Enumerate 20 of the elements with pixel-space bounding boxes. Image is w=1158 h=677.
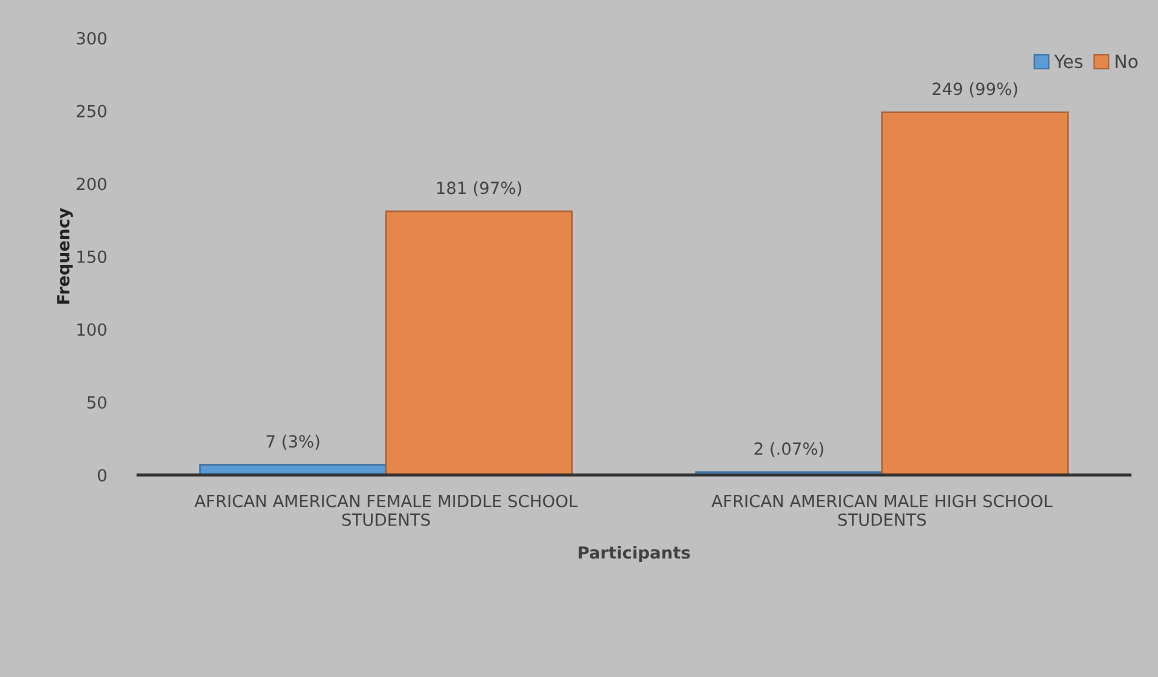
y-axis-title: Frequency: [57, 208, 73, 304]
y-tick-label: 200: [76, 177, 107, 191]
bar: [199, 463, 387, 475]
legend-label: No: [1115, 54, 1138, 69]
x-tick-label: AFRICAN AMERICAN FEMALE MIDDLE SCHOOL STUDENTS: [194, 494, 578, 527]
bar: [881, 111, 1069, 475]
x-tick-label: AFRICAN AMERICAN MALE HIGH SCHOOL STUDENTS: [711, 494, 1053, 527]
legend-label: Yes: [1054, 54, 1083, 69]
data-label: 2 (.07%): [754, 442, 824, 457]
data-label: 7 (3%): [266, 434, 320, 450]
y-tick-label: 100: [77, 323, 107, 336]
y-tick-label: 150: [77, 250, 107, 264]
data-label: 181 (97%): [437, 181, 522, 197]
data-label: 249 (99%): [932, 82, 1018, 98]
y-tick-label: 250: [76, 104, 107, 118]
y-tick-label: 0: [97, 468, 107, 482]
x-axis-title: Participants: [578, 545, 690, 563]
y-tick-label: 50: [87, 396, 107, 409]
bar: [385, 210, 573, 475]
y-tick-label: 300: [76, 31, 107, 45]
